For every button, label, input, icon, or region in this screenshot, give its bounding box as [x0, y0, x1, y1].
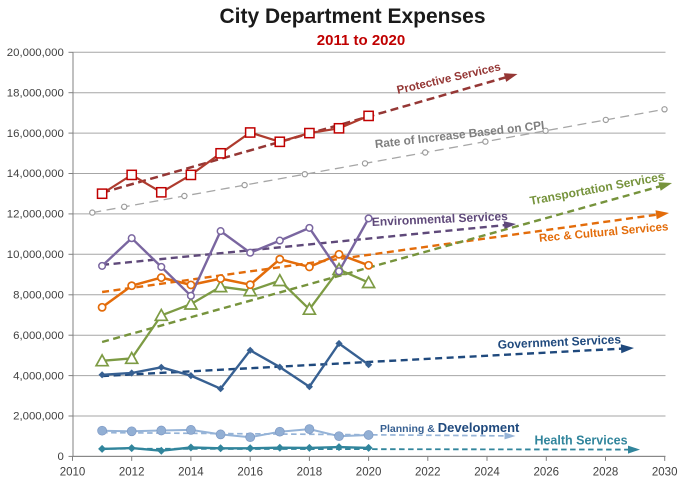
svg-text:City Department Expenses: City Department Expenses	[219, 5, 485, 28]
svg-text:2020: 2020	[356, 467, 382, 479]
svg-text:2012: 2012	[119, 467, 145, 479]
svg-text:2010: 2010	[60, 467, 86, 479]
svg-text:Government Services: Government Services	[497, 332, 621, 351]
svg-text:2024: 2024	[474, 467, 500, 479]
svg-text:2018: 2018	[297, 467, 323, 479]
svg-text:Environmental Services: Environmental Services	[372, 209, 509, 229]
svg-text:2028: 2028	[593, 467, 619, 479]
svg-text:Planning & Development: Planning & Development	[380, 420, 520, 435]
svg-text:16,000,000: 16,000,000	[7, 128, 64, 140]
svg-text:2016: 2016	[237, 467, 263, 479]
svg-text:6,000,000: 6,000,000	[13, 330, 64, 342]
svg-text:0: 0	[57, 451, 63, 463]
svg-text:20,000,000: 20,000,000	[7, 47, 64, 59]
svg-text:8,000,000: 8,000,000	[13, 290, 64, 302]
svg-text:2,000,000: 2,000,000	[13, 411, 64, 423]
svg-text:2011 to 2020: 2011 to 2020	[317, 32, 405, 49]
svg-text:12,000,000: 12,000,000	[7, 209, 64, 221]
svg-text:2014: 2014	[178, 467, 204, 479]
svg-text:10,000,000: 10,000,000	[7, 249, 64, 261]
svg-text:2026: 2026	[534, 467, 560, 479]
svg-text:2022: 2022	[415, 467, 441, 479]
svg-text:2030: 2030	[652, 467, 678, 479]
svg-text:18,000,000: 18,000,000	[7, 87, 64, 99]
svg-text:14,000,000: 14,000,000	[7, 168, 64, 180]
svg-text:4,000,000: 4,000,000	[13, 370, 64, 382]
svg-text:Health Services: Health Services	[534, 434, 627, 448]
